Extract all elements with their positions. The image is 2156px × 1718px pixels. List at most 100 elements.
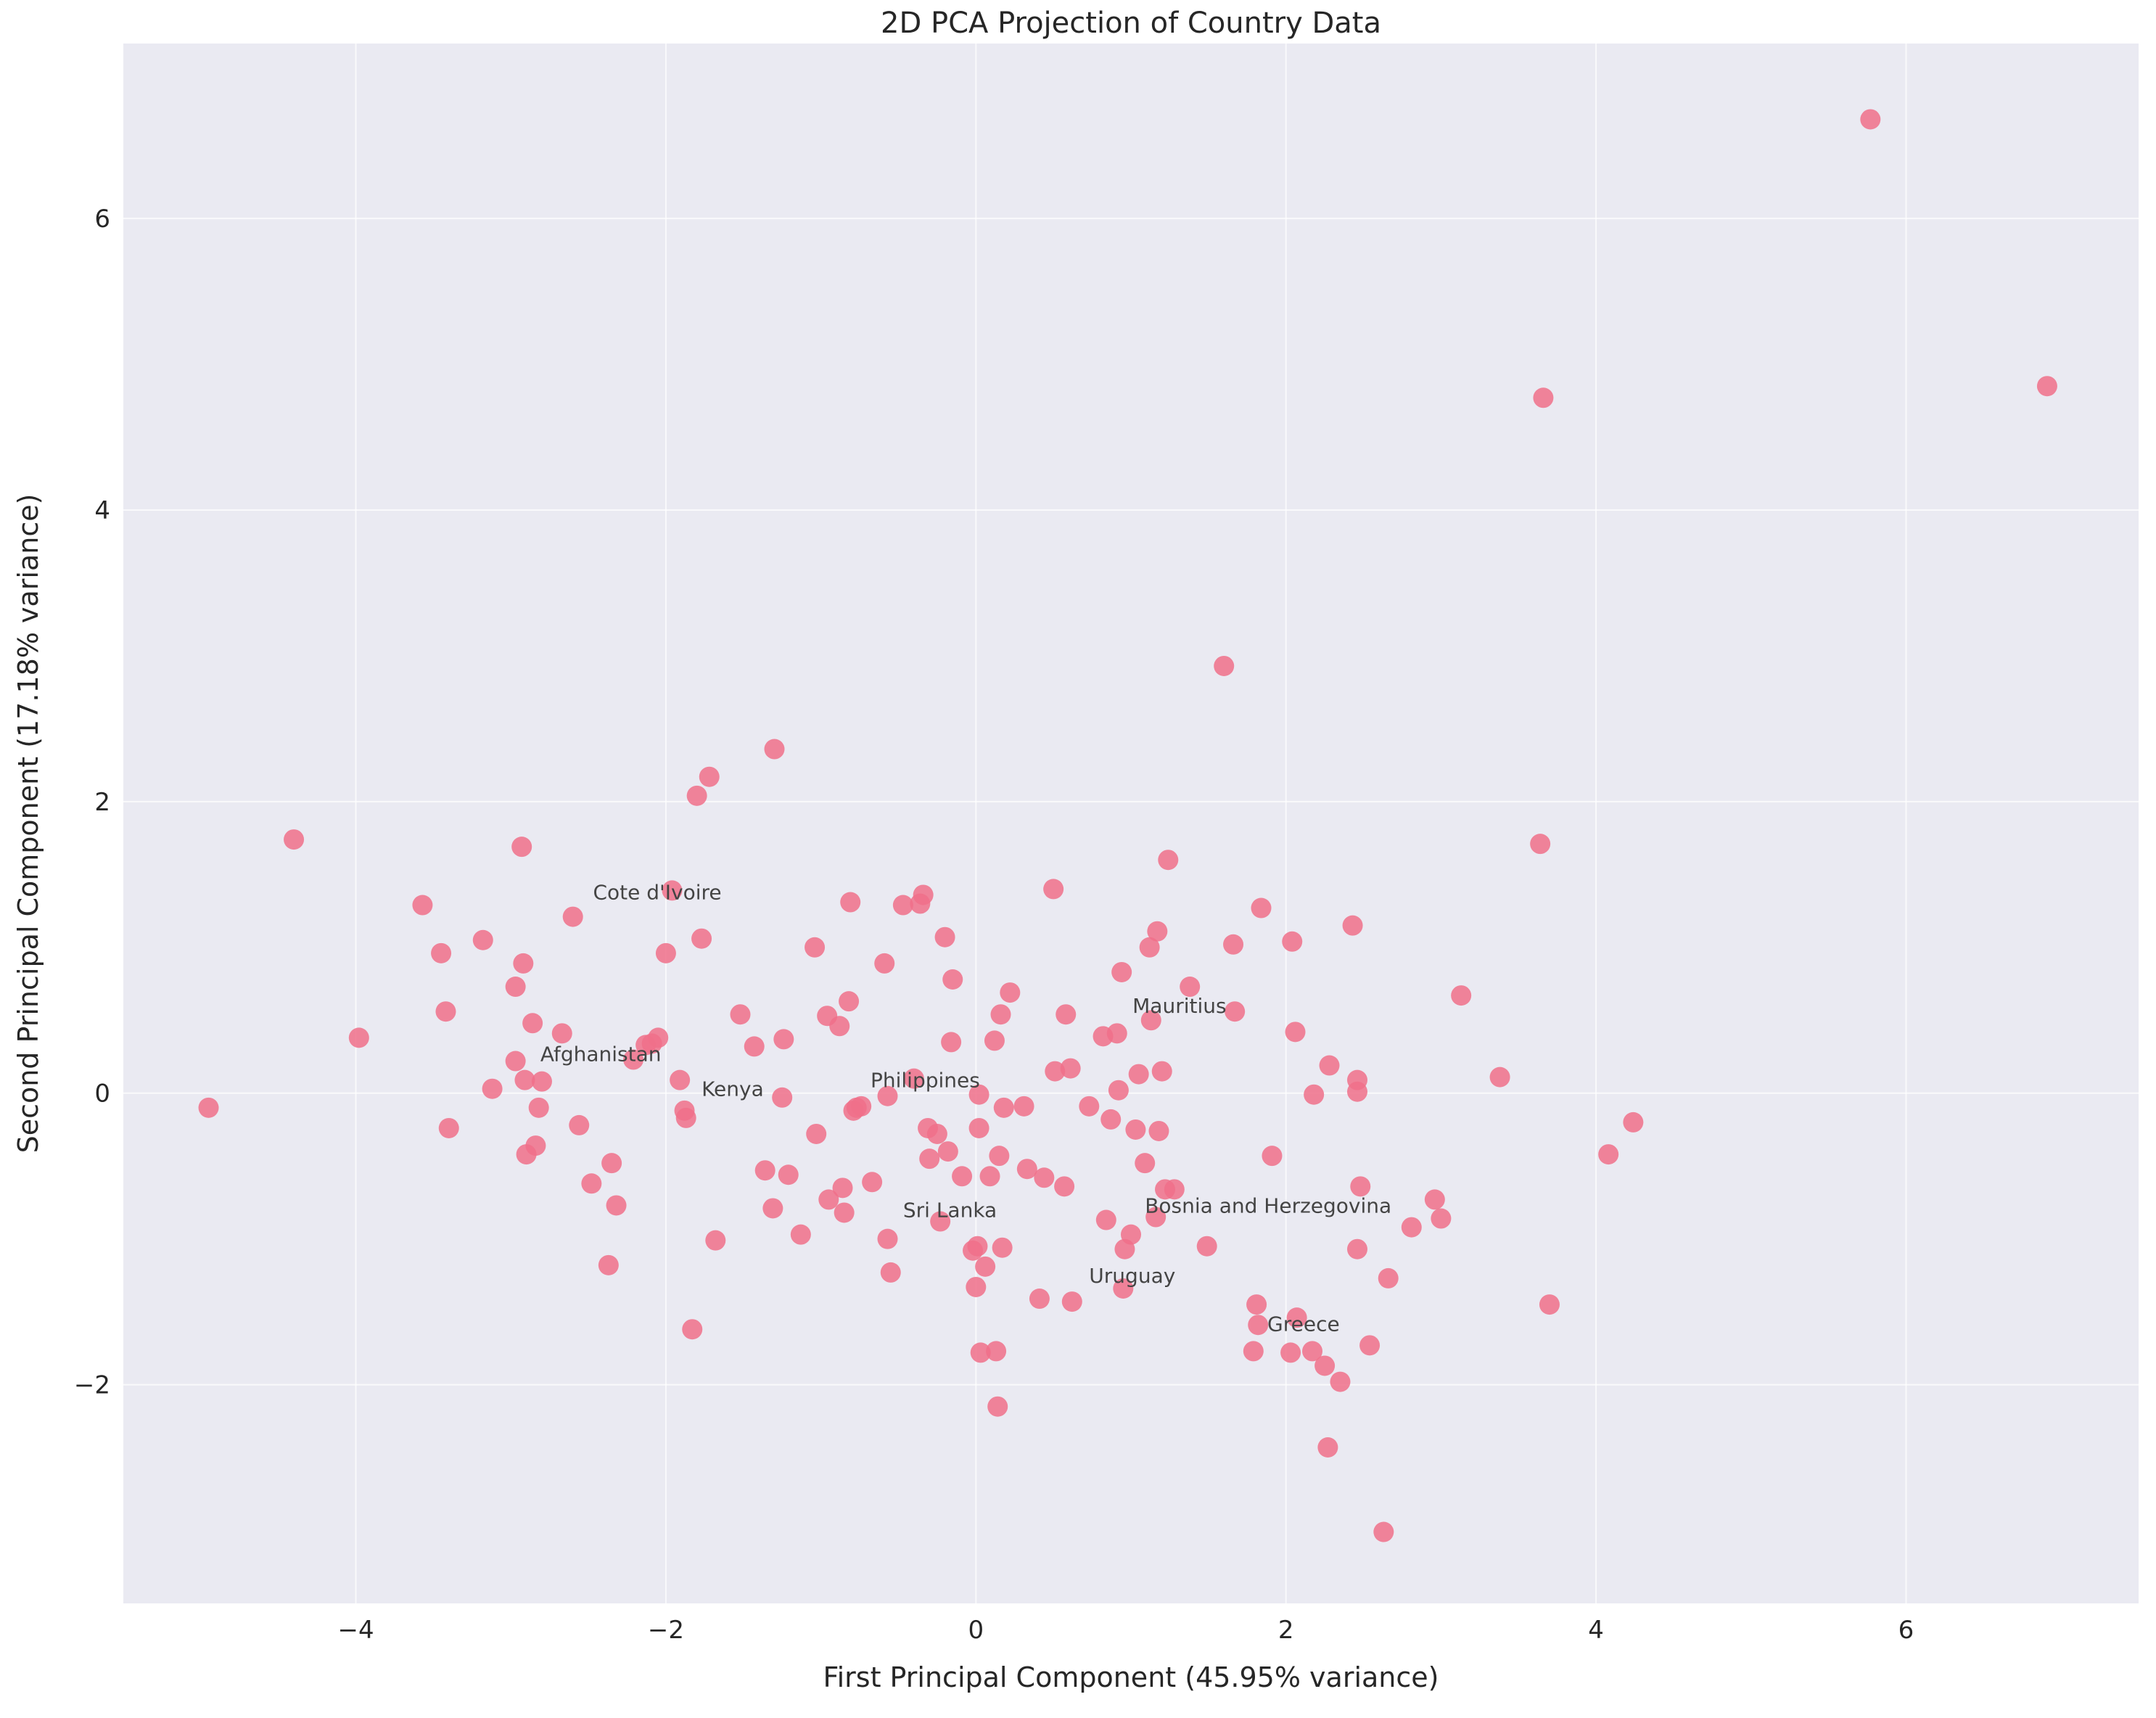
data-point [1598, 1144, 1619, 1165]
data-point [952, 1166, 973, 1187]
data-point [1489, 1066, 1510, 1088]
y-axis-label: Second Principal Component (17.18% varia… [12, 494, 44, 1154]
point-annotation: Afghanistan [540, 1043, 662, 1066]
data-point [1262, 1146, 1283, 1167]
data-point [1100, 1109, 1122, 1130]
x-tick-label: 4 [1588, 1616, 1604, 1645]
point-annotation: Greece [1267, 1312, 1340, 1336]
data-points [198, 109, 2057, 1542]
data-point [772, 1087, 793, 1108]
data-point [790, 1224, 811, 1245]
data-point [1373, 1521, 1394, 1542]
data-point [773, 1029, 794, 1050]
data-point [851, 1096, 872, 1117]
data-point [979, 1166, 1000, 1187]
data-point [832, 1177, 853, 1199]
data-point [1623, 1111, 1644, 1133]
data-point [1079, 1096, 1100, 1117]
data-point [730, 1004, 751, 1025]
data-point [1346, 1238, 1367, 1259]
data-point [1145, 1207, 1167, 1228]
data-point [482, 1078, 503, 1099]
y-tick-labels: −2 0 2 4 6 [74, 205, 110, 1400]
data-point [1342, 915, 1363, 936]
data-point [1533, 387, 1554, 408]
data-point [989, 1146, 1010, 1167]
data-point [1045, 1061, 1066, 1082]
data-point [648, 1027, 669, 1048]
data-point [1029, 1288, 1050, 1310]
data-point [2036, 376, 2057, 397]
y-tick-label: 6 [94, 205, 110, 234]
data-point [1246, 1294, 1267, 1315]
data-point [877, 1228, 898, 1249]
y-tick-label: −2 [74, 1371, 110, 1400]
data-point [1043, 879, 1064, 900]
data-point [805, 937, 826, 958]
data-point [874, 953, 895, 974]
chart-title: 2D PCA Projection of Country Data [881, 7, 1381, 40]
data-point [435, 1001, 456, 1022]
data-point [1108, 1080, 1129, 1101]
data-point [926, 1123, 947, 1144]
data-point [903, 1068, 924, 1089]
data-point [598, 1254, 619, 1275]
grid-lines [123, 44, 2139, 1603]
data-point [862, 1172, 883, 1193]
data-point [1282, 931, 1303, 952]
data-point [513, 953, 534, 974]
data-point [1000, 982, 1021, 1003]
y-tick-label: 2 [94, 788, 110, 817]
data-point [1196, 1236, 1217, 1257]
data-point [975, 1256, 996, 1277]
data-point [930, 1211, 951, 1232]
data-point [992, 1237, 1013, 1258]
data-point [606, 1195, 627, 1216]
data-point [699, 766, 720, 787]
data-point [970, 1342, 991, 1363]
data-point [1111, 961, 1132, 982]
data-point [967, 1236, 988, 1257]
data-point [762, 1198, 783, 1219]
data-point [569, 1114, 590, 1135]
data-point [764, 739, 785, 760]
data-point [1060, 1058, 1081, 1079]
data-point [1151, 1061, 1172, 1082]
x-tick-label: 2 [1278, 1616, 1294, 1645]
data-point [522, 1013, 543, 1034]
data-point [472, 929, 493, 950]
data-point [818, 1189, 839, 1210]
data-point [1451, 985, 1472, 1006]
data-point [1061, 1291, 1082, 1312]
x-tick-label: 0 [968, 1616, 984, 1645]
data-point [348, 1027, 369, 1048]
data-point [1431, 1208, 1452, 1229]
data-point [990, 1004, 1011, 1025]
data-point [1280, 1342, 1301, 1363]
data-point [993, 1097, 1014, 1118]
point-annotation: Kenya [701, 1077, 764, 1101]
point-annotation: Philippines [871, 1069, 980, 1093]
data-point [691, 928, 712, 949]
data-point [525, 1135, 546, 1156]
data-point [655, 942, 676, 963]
x-tick-labels: −4 −2 0 2 4 6 [337, 1616, 1914, 1645]
data-point [675, 1107, 696, 1128]
data-point [623, 1049, 644, 1070]
y-tick-label: 4 [94, 496, 110, 525]
point-annotation: Bosnia and Herzegovina [1145, 1193, 1391, 1217]
data-point [431, 942, 452, 963]
data-point [1314, 1355, 1336, 1376]
point-annotations: Cote d'Ivoire Afghanistan Kenya Philippines… [540, 880, 1391, 1336]
data-point [1251, 897, 1272, 918]
data-point [1164, 1179, 1185, 1200]
data-point [1317, 1437, 1338, 1458]
data-point [839, 991, 860, 1012]
data-point [1285, 1022, 1306, 1043]
y-tick-label: 0 [94, 1080, 110, 1109]
data-point [1346, 1069, 1367, 1090]
data-point [1223, 934, 1244, 955]
point-annotation: Cote d'Ivoire [593, 880, 721, 904]
data-point [1095, 1209, 1116, 1230]
data-point [1121, 1224, 1141, 1245]
